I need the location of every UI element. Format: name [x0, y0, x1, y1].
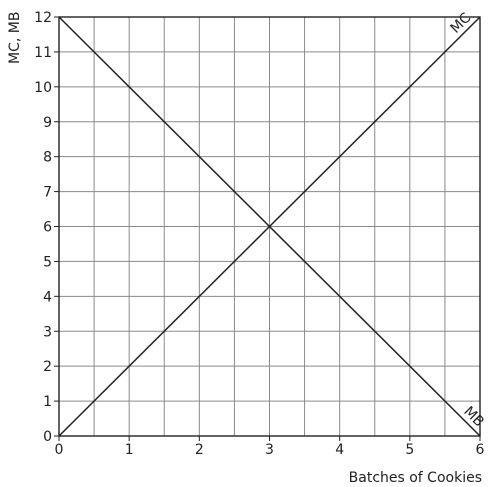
series-lines [58, 16, 481, 437]
y-axis-title: MC, MB [7, 12, 23, 64]
y-tick-label: 10 [34, 80, 52, 96]
x-tick-label: 0 [55, 442, 64, 458]
axes [54, 16, 481, 441]
y-tick-label: 0 [43, 429, 52, 445]
x-tick-label: 1 [125, 442, 134, 458]
x-tick-label: 3 [265, 442, 274, 458]
x-axis-title: Batches of Cookies [349, 470, 482, 486]
series-label-mb: MB [460, 404, 487, 431]
y-tick-label: 9 [43, 115, 52, 131]
y-tick-label: 7 [43, 185, 52, 201]
y-tick-label: 2 [43, 359, 52, 375]
y-tick-label: 1 [43, 394, 52, 410]
series-line-mb [58, 16, 481, 437]
y-tick-label: 4 [43, 289, 52, 305]
x-tick-label: 6 [476, 442, 485, 458]
x-tick-label: 4 [335, 442, 344, 458]
y-tick-label: 6 [43, 220, 52, 236]
y-tick-label: 12 [34, 10, 52, 26]
y-tick-label: 8 [43, 150, 52, 166]
y-tick-label: 3 [43, 324, 52, 340]
y-tick-label: 11 [34, 45, 52, 61]
series-labels: MC MB [448, 10, 487, 430]
x-tick-label: 5 [405, 442, 414, 458]
series-label-mc: MC [448, 10, 475, 37]
x-tick-label: 2 [195, 442, 204, 458]
y-tick-label: 5 [43, 254, 52, 270]
x-tick-labels: 0 1 2 3 4 5 6 [55, 442, 485, 458]
